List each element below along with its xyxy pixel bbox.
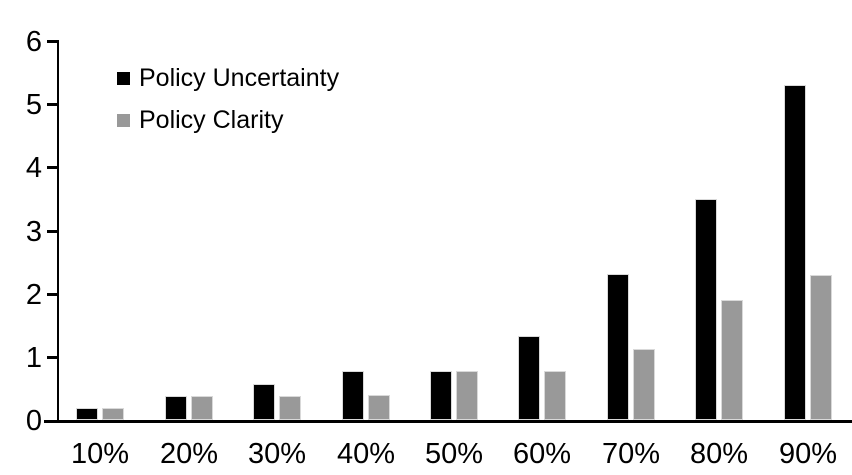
policy-clarity-bar-90%: [810, 275, 832, 420]
policy-uncertainty-bar-90%: [784, 85, 806, 420]
legend-item-policy-clarity: Policy Clarity: [117, 105, 339, 135]
legend-label-policy-uncertainty: Policy Uncertainty: [139, 64, 340, 92]
x-axis-label: 60%: [512, 438, 572, 470]
policy-uncertainty-bar-30%: [253, 384, 275, 420]
policy-uncertainty-bar-80%: [695, 199, 717, 420]
policy-uncertainty-bar-40%: [342, 371, 364, 420]
policy-clarity-bar-20%: [191, 396, 213, 420]
x-axis-label: 30%: [247, 438, 307, 470]
y-tick-label: 3: [25, 215, 42, 248]
y-tick-label: 5: [25, 89, 42, 122]
y-tick-label: 1: [25, 341, 42, 374]
y-axis-line: [57, 40, 59, 423]
policy-uncertainty-bar-10%: [76, 408, 98, 420]
y-tick: [47, 103, 58, 107]
x-axis-label: 50%: [424, 438, 484, 470]
policy-clarity-bar-30%: [279, 396, 301, 420]
policy-clarity-bar-10%: [102, 408, 124, 420]
y-tick: [47, 292, 58, 296]
policy-uncertainty-bar-20%: [165, 396, 187, 420]
x-axis-label: 10%: [70, 438, 130, 470]
y-tick: [47, 355, 58, 359]
x-axis-label: 80%: [689, 438, 749, 470]
legend-label-policy-clarity: Policy Clarity: [139, 106, 284, 134]
x-axis-label: 40%: [336, 438, 396, 470]
policy-clarity-bar-40%: [368, 395, 390, 420]
y-tick: [47, 229, 58, 233]
legend-item-policy-uncertainty: Policy Uncertainty: [117, 63, 339, 93]
x-axis-label: 90%: [778, 438, 838, 470]
y-tick-label: 0: [25, 405, 42, 437]
y-tick: [47, 166, 58, 170]
y-tick: [47, 40, 58, 43]
y-tick-label: 2: [25, 278, 42, 311]
policy-clarity-bar-80%: [721, 300, 743, 420]
policy-clarity-bar-70%: [633, 349, 655, 420]
policy-uncertainty-bar-70%: [607, 274, 629, 420]
legend: Policy Uncertainty Policy Clarity: [117, 63, 339, 147]
x-axis-line: [44, 420, 852, 423]
legend-swatch-policy-clarity-icon: [117, 113, 130, 127]
policy-clarity-bar-60%: [544, 371, 566, 420]
policy-clarity-bar-50%: [456, 371, 478, 420]
y-tick-label: 6: [25, 26, 42, 58]
x-axis-label: 70%: [601, 438, 661, 470]
policy-uncertainty-bar-60%: [518, 336, 540, 420]
y-tick-label: 4: [25, 152, 42, 185]
legend-swatch-policy-uncertainty-icon: [117, 71, 130, 85]
policy-uncertainty-bar-50%: [430, 371, 452, 420]
x-axis-label: 20%: [159, 438, 219, 470]
